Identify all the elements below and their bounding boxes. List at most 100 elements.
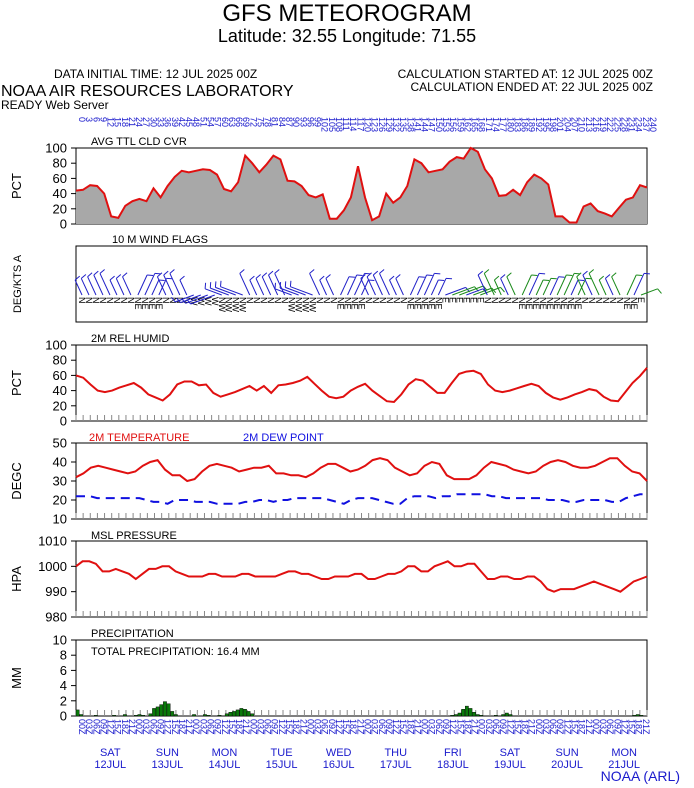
bottom-hour-label: 18Z [520,719,530,735]
server-name: READY Web Server [1,98,109,112]
bottom-hour-label: 03Z [84,719,94,735]
top-hour-label: 234 [634,117,644,132]
pressure-line [75,560,648,593]
top-hour-label: 186 [520,117,530,132]
bottom-hour-label: 06Z [263,719,273,735]
bottom-hour-label: 15Z [398,719,408,735]
wind-barb-flag [364,272,371,275]
date-label: 15JUL [266,759,298,771]
top-hour-label: 207 [569,117,579,132]
wind-direction-label: N [252,297,262,304]
wind-barb-flag [255,274,261,279]
wind-direction-label: E [636,297,646,303]
cloud-panel-title: AVG TTL CLD CVR [91,136,187,148]
wind-direction-label: NE [517,297,527,310]
wind-barb [577,278,587,296]
wind-direction-label: N [315,297,325,304]
top-hour-label: 150 [434,117,444,132]
wind-barb-flag [171,296,176,303]
bottom-hour-label: 21Z [241,719,251,735]
bottom-hour-label: 06Z [205,719,215,735]
top-hour-label: 174 [491,117,501,132]
bottom-hour-label: 06Z [434,719,444,735]
wind-barb-flag [325,274,331,279]
precip-bar [163,701,167,717]
wind-barb [604,278,614,296]
wind-barb-flag [115,274,122,279]
top-hour-label: 84 [277,117,287,127]
wind-direction-label: N [594,297,604,304]
wind-barb-flag [186,299,192,305]
date-label: 12JUL [94,759,126,771]
date-label: 13JUL [151,759,183,771]
wind-direction-label: N [168,297,178,304]
precip-bar [217,715,222,717]
bottom-hour-label: 15Z [569,719,579,735]
wind-barb-flag [169,269,175,274]
wind-barb-flag [494,275,500,281]
humidity-panel-frame [75,344,648,422]
top-hour-label: 120 [363,117,373,132]
bottom-hour-label: 03Z [141,719,151,735]
top-hour-label: 72 [248,117,258,127]
pressure-panel-ytick-label: 990 [45,584,67,599]
wind-barb-flag [636,274,643,276]
wind-barb [633,273,645,296]
wind-direction-label: NE [559,297,569,310]
pressure-panel-frame [75,540,648,618]
wind-panel-ylabel: DEG/KTS A [12,254,24,313]
bottom-hour-label: 15Z [627,719,637,735]
wind-barb [598,279,607,296]
wind-direction-label: N [329,297,339,304]
precip-bar [75,709,80,717]
bottom-hour-label: 18Z [177,719,187,735]
humidity-panel-ytick-label: 0 [60,414,67,429]
top-hour-label: 66 [234,117,244,127]
wind-direction-label: NW [294,297,304,312]
cloud-panel-ytick-label: 40 [53,186,67,201]
top-hour-label: 159 [455,117,465,132]
bottom-hour-label: 03Z [598,719,608,735]
temperature-panel-ytick-label: 10 [53,512,67,527]
wind-barb [340,276,350,296]
wind-direction-label: N [377,297,387,304]
day-label: SUN [555,747,578,759]
top-hour-label: 195 [541,117,551,132]
bottom-hour-label: 21Z [127,719,137,735]
wind-barb [493,279,502,296]
wind-barb-flag [122,272,128,278]
wind-barb [528,273,540,296]
bottom-hour-label: 12Z [106,719,116,735]
wind-barb [215,286,236,296]
day-label: MON [611,747,637,759]
wind-barb-flag [179,275,185,281]
wind-barb [570,279,579,296]
precip-bar [472,712,476,717]
wind-barb [325,278,335,296]
precip-bar [632,715,636,717]
wind-barb-flag [181,298,186,304]
wind-barb-flag [274,282,276,289]
bottom-hour-label: 12Z [562,719,572,735]
wind-barb-flag [289,280,292,287]
top-hour-label: 105 [327,117,337,132]
bottom-hour-label: 18Z [634,719,644,735]
wind-direction-label: NE [433,297,443,310]
wind-direction-label: NE [566,297,576,310]
wind-barb [151,279,160,296]
wind-barb-flag [249,275,255,281]
wind-barb-flag [500,287,505,293]
wind-barb-flag [438,279,445,281]
wind-barb-flag [204,282,207,289]
top-hour-label: 222 [605,117,615,132]
wind-barb-flag [379,269,385,274]
wind-barb [452,286,475,296]
wind-direction-label: N [601,297,611,304]
wind-barb [144,273,156,296]
pressure-panel-ylabel: HPA [9,566,24,592]
top-hour-label: 48 [191,117,201,127]
wind-direction-label: NE [140,297,150,310]
wind-barb-flag [214,281,217,288]
precip-bar [155,706,160,717]
wind-direction-label: N [391,297,401,304]
